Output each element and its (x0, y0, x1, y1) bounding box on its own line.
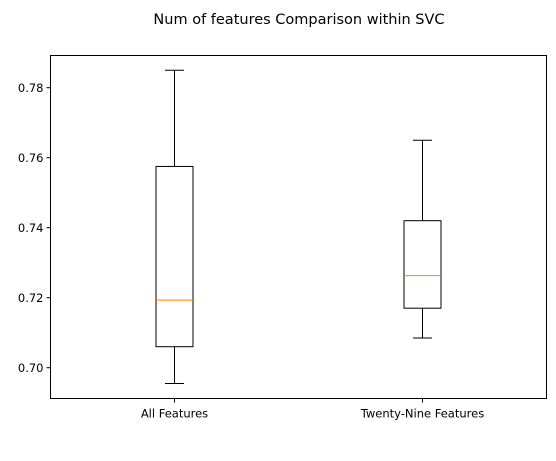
box-iqr (403, 220, 442, 309)
y-tick-label: 0.72 (18, 291, 44, 305)
y-tick-label: 0.70 (18, 361, 44, 375)
y-tick-label: 0.76 (18, 151, 44, 165)
box-iqr (155, 165, 194, 348)
y-axis-ticks: 0.70 0.72 0.74 0.76 0.78 (18, 81, 51, 375)
x-tick-label: Twenty-Nine Features (360, 407, 484, 421)
x-axis-ticks: All Features Twenty-Nine Features (141, 398, 484, 421)
y-tick-label: 0.74 (18, 221, 44, 235)
box-series (155, 69, 442, 384)
box-2 (403, 139, 442, 339)
y-tick-label: 0.78 (18, 81, 44, 95)
plot-area-frame (50, 55, 547, 399)
chart-title: Num of features Comparison within SVC (153, 12, 444, 28)
box-1 (155, 69, 194, 384)
x-tick-label: All Features (141, 407, 208, 421)
